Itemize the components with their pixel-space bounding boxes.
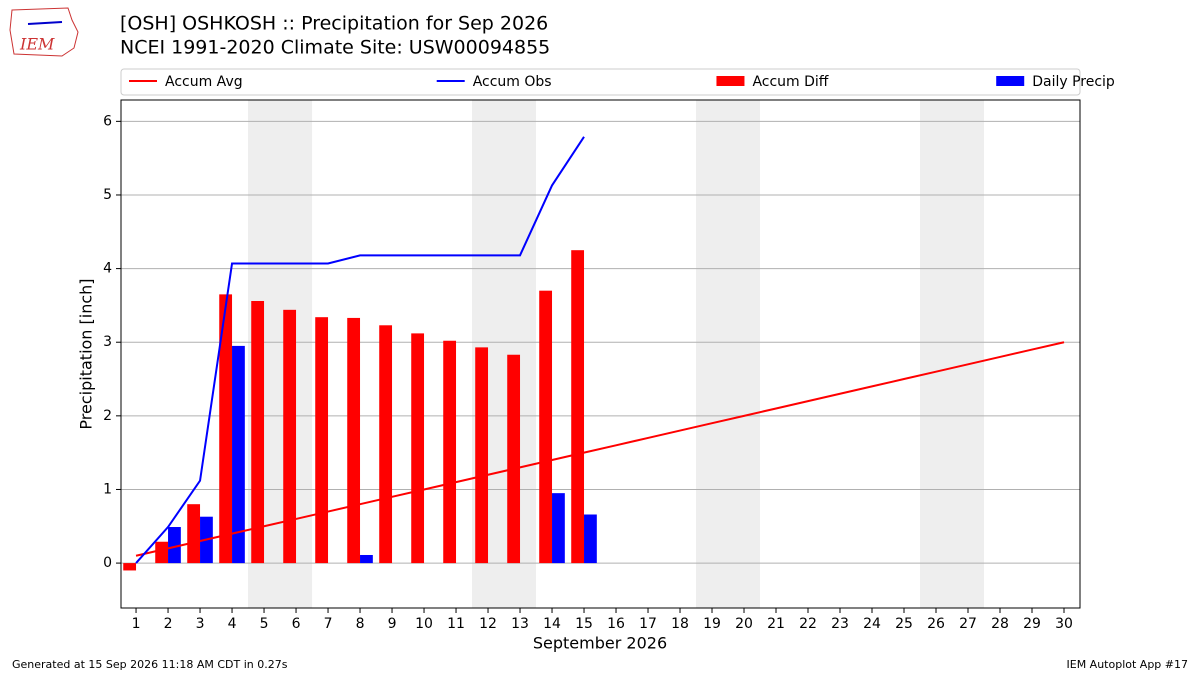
bar [507, 354, 521, 564]
bar [347, 317, 361, 564]
x-tick-label: 30 [1055, 616, 1073, 632]
x-axis-label: September 2026 [533, 634, 667, 653]
x-tick-label: 15 [575, 616, 593, 632]
y-tick-label: 6 [103, 113, 112, 129]
bar [443, 340, 457, 564]
x-tick-label: 1 [132, 616, 141, 632]
x-tick-label: 7 [324, 616, 333, 632]
x-tick-label: 19 [703, 616, 721, 632]
weekend-shade [696, 100, 761, 608]
x-tick-label: 8 [356, 616, 365, 632]
line [135, 136, 585, 564]
x-tick-label: 14 [543, 616, 561, 632]
y-tick-label: 3 [103, 334, 112, 350]
x-tick-label: 12 [479, 616, 497, 632]
y-axis-label: Precipitation [inch] [77, 278, 96, 429]
x-tick-label: 6 [292, 616, 301, 632]
logo-text: IEM [19, 35, 55, 54]
y-tick-label: 1 [103, 481, 112, 497]
footer-right: IEM Autoplot App #17 [1067, 658, 1189, 671]
x-tick-label: 11 [447, 616, 465, 632]
x-tick-label: 16 [607, 616, 625, 632]
x-tick-label: 10 [415, 616, 433, 632]
legend-label: Daily Precip [1032, 74, 1115, 90]
legend-swatch [996, 76, 1025, 86]
legend-swatch [716, 76, 745, 86]
legend-label: Accum Obs [473, 74, 552, 90]
y-tick-label: 0 [103, 555, 112, 571]
bar [379, 325, 393, 564]
bar [219, 294, 233, 564]
x-tick-label: 13 [511, 616, 529, 632]
bar [552, 493, 565, 564]
x-tick-label: 22 [799, 616, 817, 632]
legend-label: Accum Diff [752, 74, 828, 90]
bar [283, 309, 297, 564]
legend-label: Accum Avg [165, 74, 243, 90]
x-tick-label: 9 [388, 616, 397, 632]
x-tick-label: 18 [671, 616, 689, 632]
x-tick-label: 21 [767, 616, 785, 632]
y-tick-label: 5 [103, 187, 112, 203]
bar [315, 317, 329, 564]
line [135, 341, 1065, 557]
x-tick-label: 2 [164, 616, 173, 632]
x-tick-label: 17 [639, 616, 657, 632]
chart-subtitle: NCEI 1991-2020 Climate Site: USW00094855 [120, 37, 550, 59]
x-tick-label: 4 [228, 616, 237, 632]
x-tick-label: 29 [1023, 616, 1041, 632]
bar [187, 504, 201, 564]
bar [360, 554, 373, 564]
legend-frame [120, 68, 1081, 96]
bar [123, 563, 137, 571]
x-tick-label: 5 [260, 616, 269, 632]
bar [251, 300, 265, 564]
bar [539, 290, 553, 564]
bar [232, 345, 245, 564]
x-tick-label: 23 [831, 616, 849, 632]
x-tick-label: 24 [863, 616, 881, 632]
x-tick-label: 20 [735, 616, 753, 632]
x-tick-label: 26 [927, 616, 945, 632]
bar [571, 250, 585, 564]
bar [584, 514, 597, 564]
bar [475, 347, 489, 564]
chart-title: [OSH] OSHKOSH :: Precipitation for Sep 2… [120, 13, 548, 35]
footer-left: Generated at 15 Sep 2026 11:18 AM CDT in… [12, 658, 288, 671]
plot-frame [120, 99, 1081, 609]
x-tick-label: 27 [959, 616, 977, 632]
logo: IEM [9, 7, 79, 57]
y-tick-label: 2 [103, 408, 112, 424]
x-tick-label: 28 [991, 616, 1009, 632]
x-tick-label: 25 [895, 616, 913, 632]
x-tick-label: 3 [196, 616, 205, 632]
weekend-shade [920, 100, 985, 608]
bar [155, 541, 169, 564]
y-tick-label: 4 [103, 261, 112, 277]
bar [168, 527, 181, 564]
bar [411, 333, 425, 564]
